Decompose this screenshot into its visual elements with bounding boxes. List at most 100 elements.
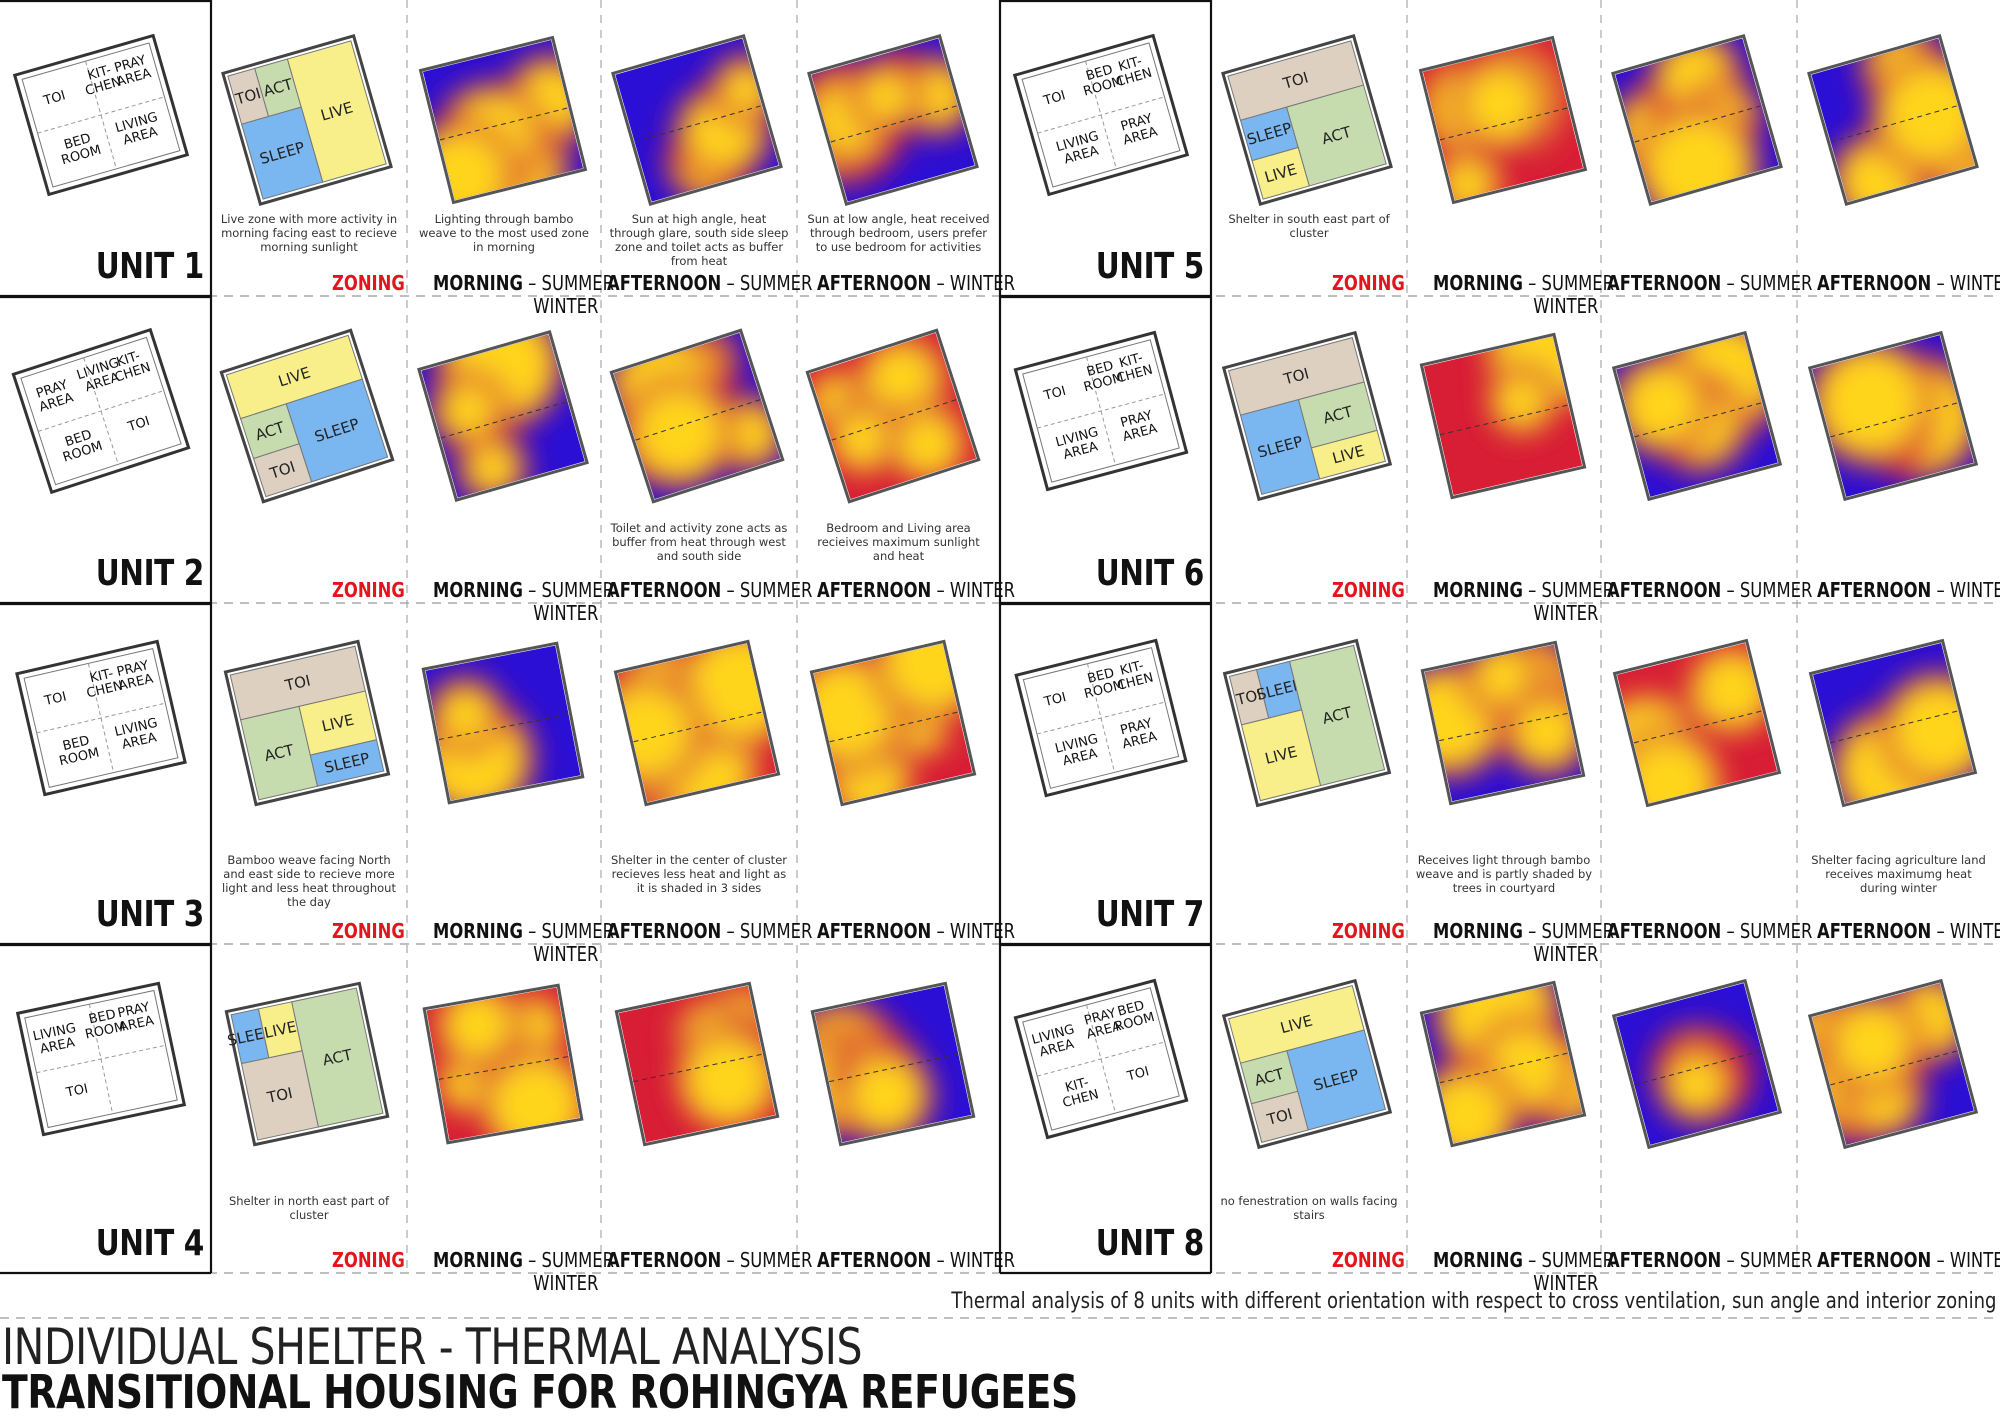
plan-room-label: BED <box>61 733 91 754</box>
col-label-season: – WINTER <box>1936 1248 2000 1272</box>
afternoon-summer-column-label: AFTERNOON – SUMMER <box>1607 1248 1812 1272</box>
col-label-season: – SUMMER <box>1522 919 1615 943</box>
zone-live <box>1240 709 1322 802</box>
zone-act <box>1286 84 1387 187</box>
col-label-bold: AFTERNOON <box>607 271 722 295</box>
heat-map-afternoon_winter <box>1808 638 1978 808</box>
caption-zoning: Live zone with more activity in morning … <box>220 212 398 254</box>
col-label-season: – SUMMER <box>1721 578 1813 602</box>
plan-room-label: KIT- <box>1064 1075 1091 1096</box>
morning-winter-label: WINTER <box>1532 601 1598 625</box>
plan-room-label: BED <box>1116 998 1146 1020</box>
col-label-bold: MORNING <box>1433 1248 1523 1272</box>
morning-column-label: MORNING – SUMMER <box>1433 919 1614 943</box>
unit-label: UNIT 6 <box>1095 553 1205 594</box>
col-label-bold: AFTERNOON <box>1817 271 1932 295</box>
afternoon-summer-column-label: AFTERNOON – SUMMER <box>607 578 812 602</box>
page-title-line2: TRANSITIONAL HOUSING FOR ROHINGYA REFUGE… <box>2 1365 1078 1419</box>
plan-room-label: TOI <box>64 1082 90 1101</box>
unit-label: UNIT 8 <box>1095 1223 1205 1264</box>
zone-live <box>1310 429 1386 480</box>
plan-room-label: KIT- <box>88 666 115 686</box>
morning-winter-label: WINTER <box>532 1271 598 1295</box>
col-label-bold: MORNING <box>1433 919 1523 943</box>
afternoon-winter-column-label: AFTERNOON – WINTER <box>817 1248 1015 1272</box>
plan-room-label: BED <box>1086 666 1116 687</box>
col-label-bold: AFTERNOON <box>1817 919 1932 943</box>
morning-winter-label: WINTER <box>1532 294 1598 318</box>
morning-column-label: MORNING – SUMMER <box>1433 578 1614 602</box>
plan-room-label: KIT- <box>1117 54 1144 75</box>
zone-label: TOI <box>1234 685 1264 709</box>
afternoon-winter-column-label: AFTERNOON – WINTER <box>817 919 1015 943</box>
zoning-label: ZONING <box>1332 271 1405 295</box>
afternoon-summer-column-label: AFTERNOON – SUMMER <box>1607 578 1812 602</box>
morning-winter-label: WINTER <box>532 294 598 318</box>
unit-label: UNIT 2 <box>95 553 205 594</box>
col-label-bold: MORNING <box>433 578 523 602</box>
afternoon-summer-column-label: AFTERNOON – SUMMER <box>607 1248 812 1272</box>
grid-lines <box>0 0 2000 1319</box>
zoning-label: ZONING <box>1332 1248 1405 1272</box>
col-label-bold: AFTERNOON <box>1607 578 1722 602</box>
zone-sleep <box>241 106 324 200</box>
col-label-bold: AFTERNOON <box>1607 1248 1722 1272</box>
afternoon-winter-column-label: AFTERNOON – WINTER <box>817 578 1015 602</box>
heat-map-morning <box>1419 980 1587 1148</box>
col-label-season: – WINTER <box>1936 578 2000 602</box>
heat-map-afternoon_summer <box>609 328 785 504</box>
heat-map-afternoon_winter <box>810 981 976 1147</box>
col-label-season: – WINTER <box>1936 919 2000 943</box>
plan-room-label: BED <box>88 1007 118 1027</box>
col-label-season: – SUMMER <box>1721 271 1813 295</box>
col-label-season: – WINTER <box>1936 271 2000 295</box>
morning-column-label: MORNING – SUMMER <box>433 1248 614 1272</box>
caption-afternoon-summer: Toilet and activity zone acts as buffer … <box>610 521 788 563</box>
col-label-bold: AFTERNOON <box>817 578 932 602</box>
heat-map-afternoon_summer <box>611 34 783 206</box>
morning-column-label: MORNING – SUMMER <box>433 578 614 602</box>
col-label-season: – SUMMER <box>721 919 813 943</box>
zoning-label: ZONING <box>332 919 405 943</box>
zoning-label: ZONING <box>332 578 405 602</box>
morning-column-label: MORNING – SUMMER <box>433 271 614 295</box>
col-label-bold: AFTERNOON <box>607 1248 722 1272</box>
heat-map-afternoon_winter <box>807 34 979 206</box>
heat-map-morning <box>422 983 584 1145</box>
plan-room-label: TOI <box>1041 384 1067 404</box>
heat-map-afternoon_summer <box>1612 638 1782 808</box>
heat-map-afternoon_summer <box>613 639 781 807</box>
col-label-season: – WINTER <box>931 919 1015 943</box>
unit-label: UNIT 5 <box>1095 246 1205 287</box>
caption-morning: Lighting through bambo weave to the most… <box>419 212 589 254</box>
unit-label: UNIT 3 <box>95 894 205 935</box>
zoning-label: ZONING <box>332 271 405 295</box>
plan-room-label: TOI <box>125 414 152 435</box>
plan-room-label: KIT- <box>1119 658 1146 678</box>
caption-zoning: Shelter in north east part of cluster <box>228 1194 390 1222</box>
afternoon-summer-column-label: AFTERNOON – SUMMER <box>607 271 812 295</box>
zoning-label: ZONING <box>1332 919 1405 943</box>
heat-map-afternoon_winter <box>809 639 977 807</box>
zone-label: TOI <box>265 1084 295 1107</box>
col-label-bold: AFTERNOON <box>817 1248 932 1272</box>
col-label-bold: AFTERNOON <box>817 271 932 295</box>
morning-winter-label: WINTER <box>532 601 598 625</box>
col-label-season: – SUMMER <box>721 578 813 602</box>
caption-afternoon-summer: Shelter in the center of cluster recieve… <box>611 853 787 895</box>
col-label-bold: AFTERNOON <box>607 578 722 602</box>
plan-room-label: PRAY <box>116 1000 151 1021</box>
col-label-season: – SUMMER <box>1522 271 1615 295</box>
col-label-bold: MORNING <box>433 919 523 943</box>
col-label-bold: MORNING <box>1433 271 1523 295</box>
zone-label: TOI <box>282 671 312 694</box>
